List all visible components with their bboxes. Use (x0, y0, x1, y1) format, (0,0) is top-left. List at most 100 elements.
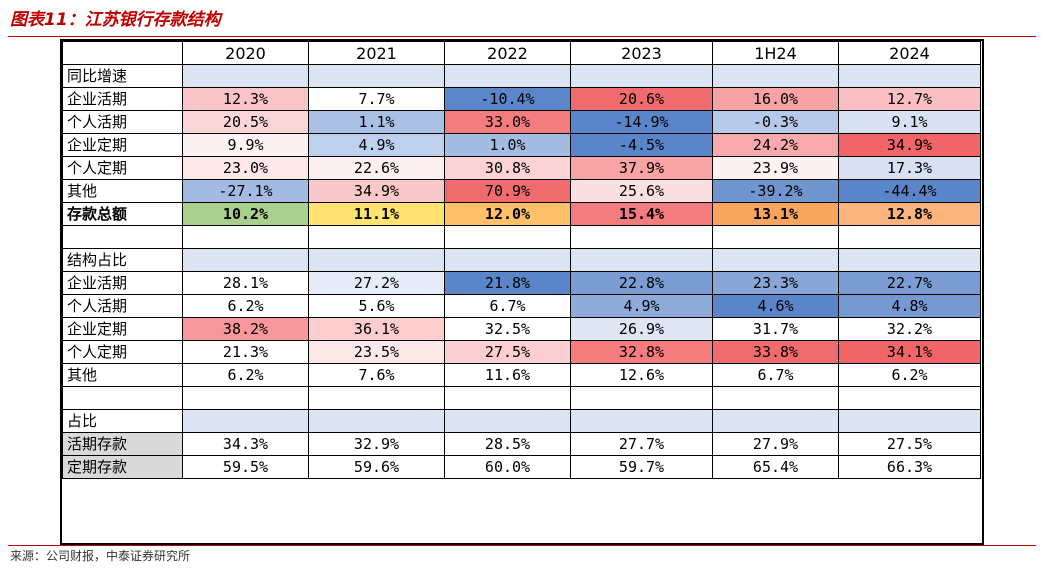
value-cell: 10.2% (182, 202, 309, 226)
value-cell: 27.7% (570, 432, 713, 456)
section-fill-cell (444, 409, 571, 433)
value-cell: 24.2% (712, 133, 839, 157)
value-cell: 36.1% (308, 317, 445, 341)
row-label: 企业活期 (62, 87, 183, 111)
value-cell: 9.1% (838, 110, 981, 134)
value-cell: 26.9% (570, 317, 713, 341)
row-label: 个人活期 (62, 294, 183, 318)
value-cell: 6.7% (712, 363, 839, 387)
table-row: 活期存款 34.3% 32.9% 28.5% 27.7% 27.9% 27.5% (62, 432, 981, 456)
row-label: 个人活期 (62, 110, 183, 134)
value-cell: 12.8% (838, 202, 981, 226)
table-row: 其他 6.2% 7.6% 11.6% 12.6% 6.7% 6.2% (62, 363, 981, 387)
value-cell: 22.7% (838, 271, 981, 295)
section-fill-cell (308, 409, 445, 433)
spacer-cell (444, 386, 571, 410)
value-cell: 6.2% (182, 363, 309, 387)
value-cell: 27.2% (308, 271, 445, 295)
header-row: 2020 2021 2022 2023 1H24 2024 (62, 41, 981, 65)
value-cell: 9.9% (182, 133, 309, 157)
value-cell: 6.2% (838, 363, 981, 387)
value-cell: 21.3% (182, 340, 309, 364)
source-note: 来源：公司财报，中泰证券研究所 (10, 549, 191, 563)
table-row: 个人活期 20.5% 1.1% 33.0% -14.9% -0.3% 9.1% (62, 110, 981, 134)
spacer-cell (308, 386, 445, 410)
spacer-cell (712, 225, 839, 249)
row-label: 活期存款 (62, 432, 183, 456)
value-cell: 32.8% (570, 340, 713, 364)
spacer-cell (182, 225, 309, 249)
value-cell: 5.6% (308, 294, 445, 318)
figure-title: 图表11：江苏银行存款结构 (10, 10, 221, 30)
value-cell: 11.6% (444, 363, 571, 387)
value-cell: 59.6% (308, 455, 445, 479)
value-cell: 7.7% (308, 87, 445, 111)
value-cell: 21.8% (444, 271, 571, 295)
section-fill-cell (182, 248, 309, 272)
table-row: 企业活期 28.1% 27.2% 21.8% 22.8% 23.3% 22.7% (62, 271, 981, 295)
value-cell: 34.1% (838, 340, 981, 364)
value-cell: 12.6% (570, 363, 713, 387)
value-cell: 17.3% (838, 156, 981, 180)
row-label: 个人定期 (62, 340, 183, 364)
value-cell: 65.4% (712, 455, 839, 479)
value-cell: 4.9% (308, 133, 445, 157)
source-rule (8, 545, 1036, 546)
row-label: 其他 (62, 179, 183, 203)
row-label: 其他 (62, 363, 183, 387)
value-cell: -10.4% (444, 87, 571, 111)
section-fill-cell (570, 64, 713, 88)
section-fill-cell (838, 64, 981, 88)
value-cell: 20.5% (182, 110, 309, 134)
value-cell: 70.9% (444, 179, 571, 203)
value-cell: -14.9% (570, 110, 713, 134)
section-header-growth: 同比增速 (62, 64, 981, 88)
spacer-cell (712, 386, 839, 410)
spacer-cell (838, 225, 981, 249)
row-label: 定期存款 (62, 455, 183, 479)
value-cell: 22.6% (308, 156, 445, 180)
value-cell: 25.6% (570, 179, 713, 203)
spacer-cell (62, 386, 183, 410)
column-header-0: 2020 (182, 41, 309, 65)
value-cell: 28.5% (444, 432, 571, 456)
value-cell: 1.0% (444, 133, 571, 157)
spacer-cell (444, 225, 571, 249)
row-label: 企业活期 (62, 271, 183, 295)
table-row: 企业定期 38.2% 36.1% 32.5% 26.9% 31.7% 32.2% (62, 317, 981, 341)
spacer-cell (570, 386, 713, 410)
title-rule (8, 36, 1036, 37)
column-header-3: 2023 (570, 41, 713, 65)
value-cell: 4.6% (712, 294, 839, 318)
row-label: 存款总额 (62, 202, 183, 226)
value-cell: 27.5% (444, 340, 571, 364)
section-fill-cell (570, 248, 713, 272)
spacer-row-2 (62, 386, 981, 410)
value-cell: 12.7% (838, 87, 981, 111)
section-fill-cell (712, 64, 839, 88)
value-cell: 28.1% (182, 271, 309, 295)
section-label-structure: 结构占比 (62, 248, 183, 272)
value-cell: -44.4% (838, 179, 981, 203)
value-cell: 6.7% (444, 294, 571, 318)
section-label-growth: 同比增速 (62, 64, 183, 88)
value-cell: 32.5% (444, 317, 571, 341)
spacer-cell (570, 225, 713, 249)
section-fill-cell (444, 64, 571, 88)
section-fill-cell (838, 409, 981, 433)
section-fill-cell (182, 64, 309, 88)
section-fill-cell (182, 409, 309, 433)
value-cell: 12.3% (182, 87, 309, 111)
row-label: 企业定期 (62, 317, 183, 341)
row-label: 个人定期 (62, 156, 183, 180)
row-label: 企业定期 (62, 133, 183, 157)
value-cell: 27.9% (712, 432, 839, 456)
value-cell: 6.2% (182, 294, 309, 318)
value-cell: 60.0% (444, 455, 571, 479)
section-fill-cell (444, 248, 571, 272)
section-fill-cell (570, 409, 713, 433)
value-cell: 7.6% (308, 363, 445, 387)
table-row: 企业定期 9.9% 4.9% 1.0% -4.5% 24.2% 34.9% (62, 133, 981, 157)
value-cell: 32.2% (838, 317, 981, 341)
section-fill-cell (308, 64, 445, 88)
